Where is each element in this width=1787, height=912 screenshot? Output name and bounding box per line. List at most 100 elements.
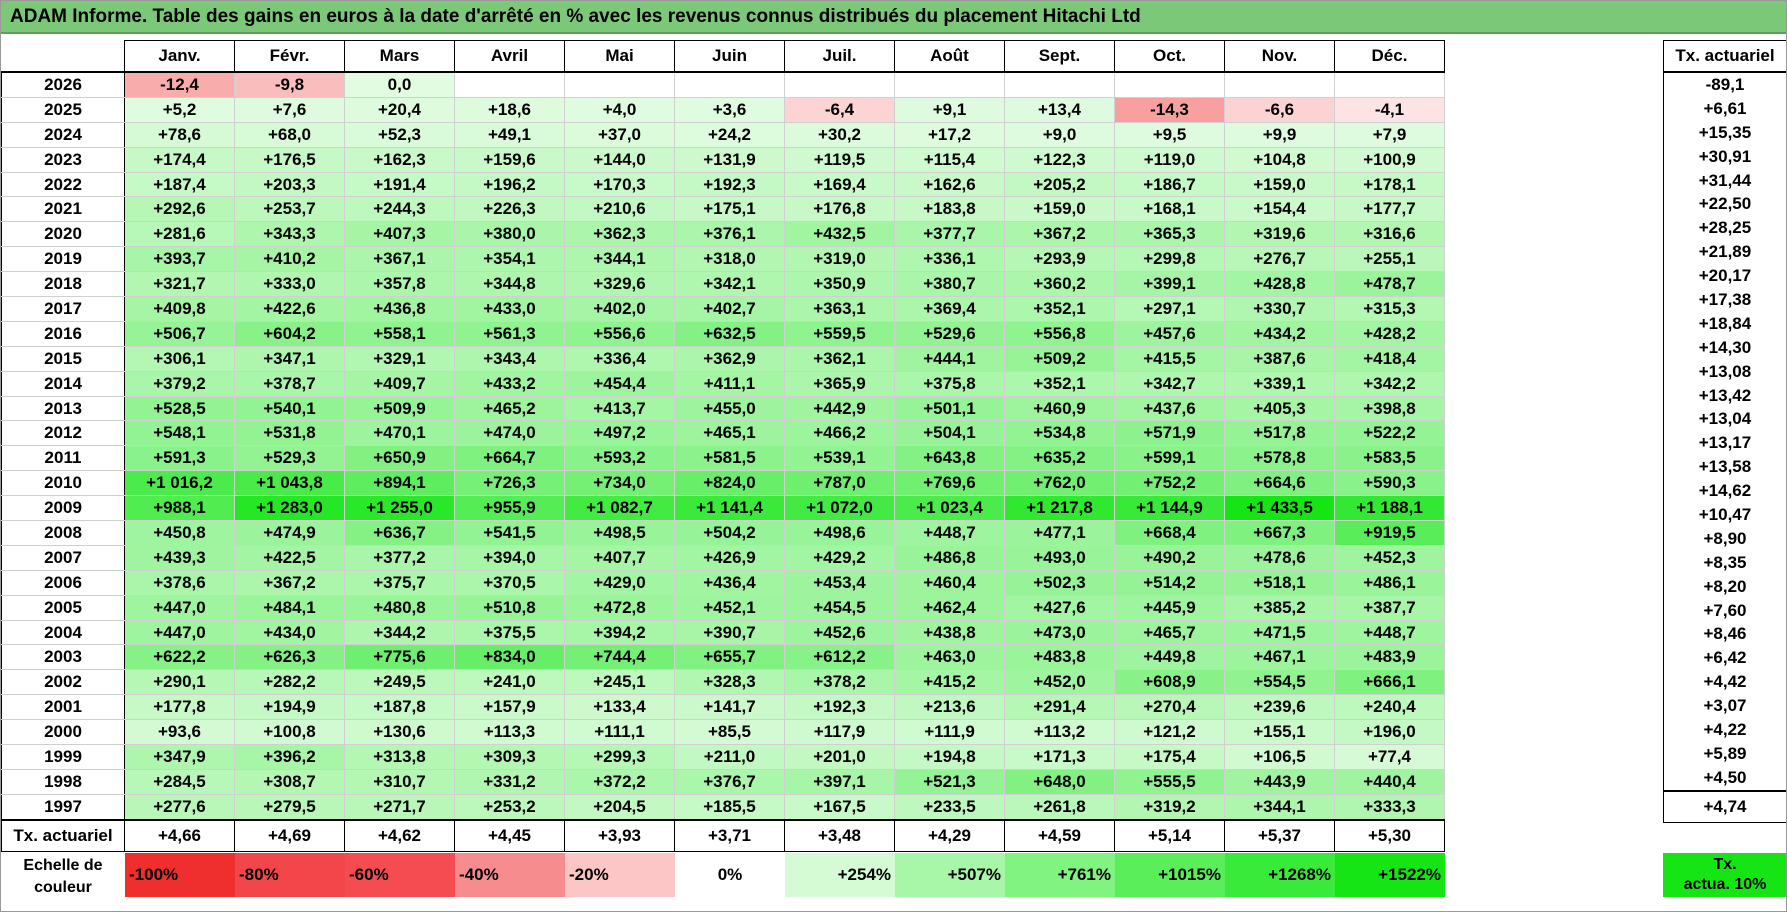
heatmap-cell: +407,3 (344, 221, 455, 248)
heatmap-cell: +100,8 (234, 719, 345, 746)
heatmap-cell: +467,1 (1224, 644, 1335, 671)
heatmap-cell: +510,8 (454, 594, 565, 621)
heatmap-cell: +415,5 (1114, 345, 1225, 372)
table-row: 2001 +177,8 +194,9 +187,8 +157,9 +133,4 +141,7… (1, 694, 1445, 721)
heatmap-cell: +154,4 (1224, 196, 1335, 223)
heatmap-cell: +558,1 (344, 320, 455, 347)
month-header-row: Janv. Févr. Mars Avril Mai Juin Juil. Août Sept.… (1, 40, 1445, 73)
actuarial-rate-cell: +30,91 (1663, 144, 1787, 169)
corner-cell (1, 40, 125, 73)
heatmap-cell: +434,2 (1224, 320, 1335, 347)
table-row: 2016 +506,7 +604,2 +558,1 +561,3 +556,6 +632,5… (1, 320, 1445, 347)
heatmap-cell: +540,1 (234, 395, 345, 422)
heatmap-cell: +331,2 (454, 768, 565, 795)
heatmap-cell: +168,1 (1114, 196, 1225, 223)
heatmap-cell: +9,1 (894, 96, 1005, 123)
heatmap-cell: +474,0 (454, 420, 565, 447)
heatmap-cell: +313,8 (344, 744, 455, 770)
heatmap-cell: +1 433,5 (1224, 495, 1335, 522)
heatmap-cell: +636,7 (344, 520, 455, 546)
table-row: 1999 +347,9 +396,2 +313,8 +309,3 +299,3 +211,0… (1, 744, 1445, 770)
actuarial-rate-cell: +8,90 (1663, 526, 1787, 551)
heatmap-cell: +369,4 (894, 296, 1005, 322)
heatmap-cell: +769,6 (894, 470, 1005, 497)
heatmap-cell: +186,7 (1114, 171, 1225, 198)
heatmap-cell: +643,8 (894, 445, 1005, 472)
heatmap-cell: +9,5 (1114, 121, 1225, 148)
heatmap-cell: +578,8 (1224, 445, 1335, 472)
heatmap-cell: +169,4 (784, 171, 895, 198)
heatmap-cell: +328,3 (674, 669, 785, 696)
heatmap-cell: +178,1 (1334, 171, 1445, 198)
heatmap-cell: +376,1 (674, 221, 785, 248)
table-row: 2025 +5,2 +7,6 +20,4 +18,6 +4,0 +3,6 -6,4 +9,1 +1… (1, 96, 1445, 123)
heatmap-cell: +608,9 (1114, 669, 1225, 696)
heatmap-cell: +113,2 (1004, 719, 1115, 746)
heatmap-cell: +450,8 (124, 520, 235, 546)
heatmap-cell: +394,2 (564, 619, 675, 646)
heatmap-cell: +205,2 (1004, 171, 1115, 198)
heatmap-cell: +367,1 (344, 246, 455, 273)
year-label: 2018 (1, 271, 125, 298)
heatmap-cell: +319,2 (1114, 793, 1225, 821)
heatmap-cell: +187,4 (124, 171, 235, 198)
heatmap-cell: +350,9 (784, 271, 895, 298)
heatmap-cell: +484,1 (234, 594, 345, 621)
year-label: 2000 (1, 719, 125, 746)
heatmap-cell: +333,3 (1334, 793, 1445, 821)
heatmap-cell: +449,8 (1114, 644, 1225, 671)
heatmap-cell: +390,7 (674, 619, 785, 646)
heatmap-cell: +52,3 (344, 121, 455, 148)
heatmap-cell: +20,4 (344, 96, 455, 123)
heatmap-cell: +477,1 (1004, 520, 1115, 546)
heatmap-cell (674, 71, 785, 98)
actuarial-column-body: -89,1 +6,61 +15,35 +30,91 +31,44 +22,50 +28,25… (1663, 72, 1787, 791)
heatmap-cell: +370,5 (454, 569, 565, 596)
heatmap-cell: +452,1 (674, 594, 785, 621)
actuarial-rate-cell: +21,89 (1663, 240, 1787, 265)
heatmap-cell (784, 71, 895, 98)
heatmap-cell: +187,8 (344, 694, 455, 721)
heatmap-cell: +85,5 (674, 719, 785, 746)
actuarial-rate-cell: +22,50 (1663, 192, 1787, 217)
year-label: 2022 (1, 171, 125, 198)
actuarial-rate-cell: +31,44 (1663, 168, 1787, 193)
legend-swatch: -60% (345, 853, 455, 897)
month-header-1: Janv. (124, 40, 235, 73)
heatmap-cell: +437,6 (1114, 395, 1225, 422)
heatmap-cell: +244,3 (344, 196, 455, 223)
heatmap-cell: +377,2 (344, 544, 455, 571)
legend-swatch: -80% (235, 853, 345, 897)
heatmap-cell: +211,0 (674, 744, 785, 770)
heatmap-cell: +409,7 (344, 370, 455, 397)
actuarial-rate-cell: +5,89 (1663, 741, 1787, 766)
actuarial-month-cell: +5,30 (1334, 818, 1445, 852)
heatmap-cell: +7,6 (234, 96, 345, 123)
heatmap-cell: +171,3 (1004, 744, 1115, 770)
actuarial-rate-cell: +13,42 (1663, 383, 1787, 408)
legend-swatch: +761% (1005, 853, 1115, 897)
heatmap-cell: +534,8 (1004, 420, 1115, 447)
heatmap-cell: +318,0 (674, 246, 785, 273)
heatmap-cell: +5,2 (124, 96, 235, 123)
heatmap-cell: +399,1 (1114, 271, 1225, 298)
heatmap-cell: +357,8 (344, 271, 455, 298)
actuarial-month-cell: +3,71 (674, 818, 785, 852)
heatmap-cell: +762,0 (1004, 470, 1115, 497)
heatmap-cell: +342,1 (674, 271, 785, 298)
heatmap-cell: +622,2 (124, 644, 235, 671)
heatmap-cell: +284,5 (124, 768, 235, 795)
heatmap-cell: +504,1 (894, 420, 1005, 447)
heatmap-cell: +427,6 (1004, 594, 1115, 621)
heatmap-cell: +354,1 (454, 246, 565, 273)
year-label: 2005 (1, 594, 125, 621)
heatmap-cell: +362,3 (564, 221, 675, 248)
heatmap-cell: +175,4 (1114, 744, 1225, 770)
heatmap-cell: +119,0 (1114, 146, 1225, 173)
heatmap-cell: +192,3 (674, 171, 785, 198)
year-label: 2024 (1, 121, 125, 148)
heatmap-cell: +175,1 (674, 196, 785, 223)
heatmap-cell: +402,0 (564, 296, 675, 322)
month-header-10: Oct. (1114, 40, 1225, 73)
heatmap-cell: +604,2 (234, 320, 345, 347)
